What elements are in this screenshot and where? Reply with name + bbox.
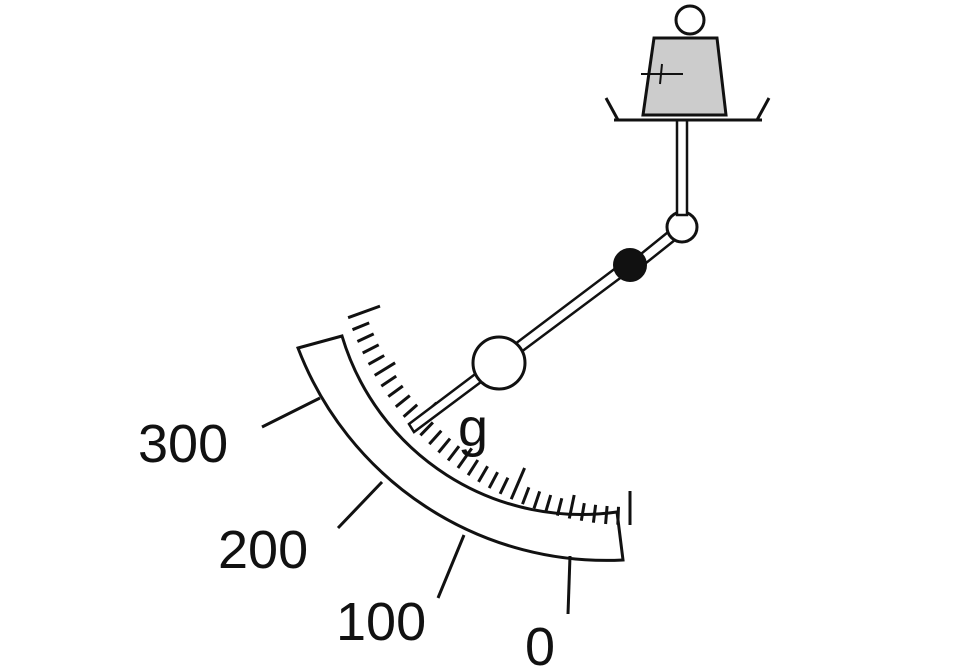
scale-tick bbox=[362, 343, 380, 355]
leader-200 bbox=[336, 480, 384, 530]
scale-tick bbox=[521, 486, 531, 505]
scale-tick bbox=[367, 354, 385, 366]
scale-tick bbox=[428, 429, 443, 446]
leader-0 bbox=[566, 555, 572, 615]
scale-tick bbox=[402, 403, 419, 418]
leader-100 bbox=[436, 534, 466, 599]
scale-tick bbox=[544, 494, 553, 513]
scale-tick bbox=[387, 384, 404, 398]
scale-tick bbox=[456, 447, 473, 469]
label-leaders bbox=[261, 396, 572, 615]
scale-tick bbox=[437, 437, 452, 454]
scale-tick bbox=[373, 361, 396, 377]
scale-tick bbox=[466, 459, 480, 477]
pan-stem bbox=[675, 118, 689, 217]
scale-tick bbox=[394, 394, 411, 408]
weight-block bbox=[641, 36, 728, 117]
leader-300 bbox=[261, 396, 321, 429]
scale-tick bbox=[487, 471, 499, 489]
scale-tick bbox=[532, 490, 542, 509]
weight-mark-vertical bbox=[659, 63, 663, 85]
scale-tick bbox=[446, 445, 461, 462]
scale-tick bbox=[509, 467, 526, 500]
pivot-point bbox=[613, 248, 647, 282]
scale-label-0: 0 bbox=[525, 617, 555, 672]
counterweight-ball bbox=[471, 335, 527, 391]
scale-tick bbox=[604, 505, 609, 525]
scale-tick bbox=[498, 477, 510, 495]
scale-tick bbox=[351, 321, 370, 332]
scale-label-100: 100 bbox=[336, 592, 426, 652]
scale-tick bbox=[579, 502, 586, 522]
hinge-joint bbox=[665, 210, 699, 244]
scale-tick bbox=[347, 304, 381, 320]
scale-tick bbox=[380, 374, 398, 388]
weight-knob bbox=[674, 4, 706, 36]
scale-tick bbox=[616, 506, 620, 525]
scale-tick bbox=[477, 465, 489, 483]
scale-label-300: 300 bbox=[138, 414, 228, 474]
scale-label-200: 200 bbox=[218, 520, 308, 580]
scale-tick bbox=[567, 494, 576, 519]
scale-tick bbox=[419, 421, 434, 437]
unit-label: g bbox=[458, 398, 488, 458]
scale-tick bbox=[555, 497, 564, 516]
scale-tick bbox=[356, 332, 375, 343]
scale-tick bbox=[591, 504, 598, 523]
